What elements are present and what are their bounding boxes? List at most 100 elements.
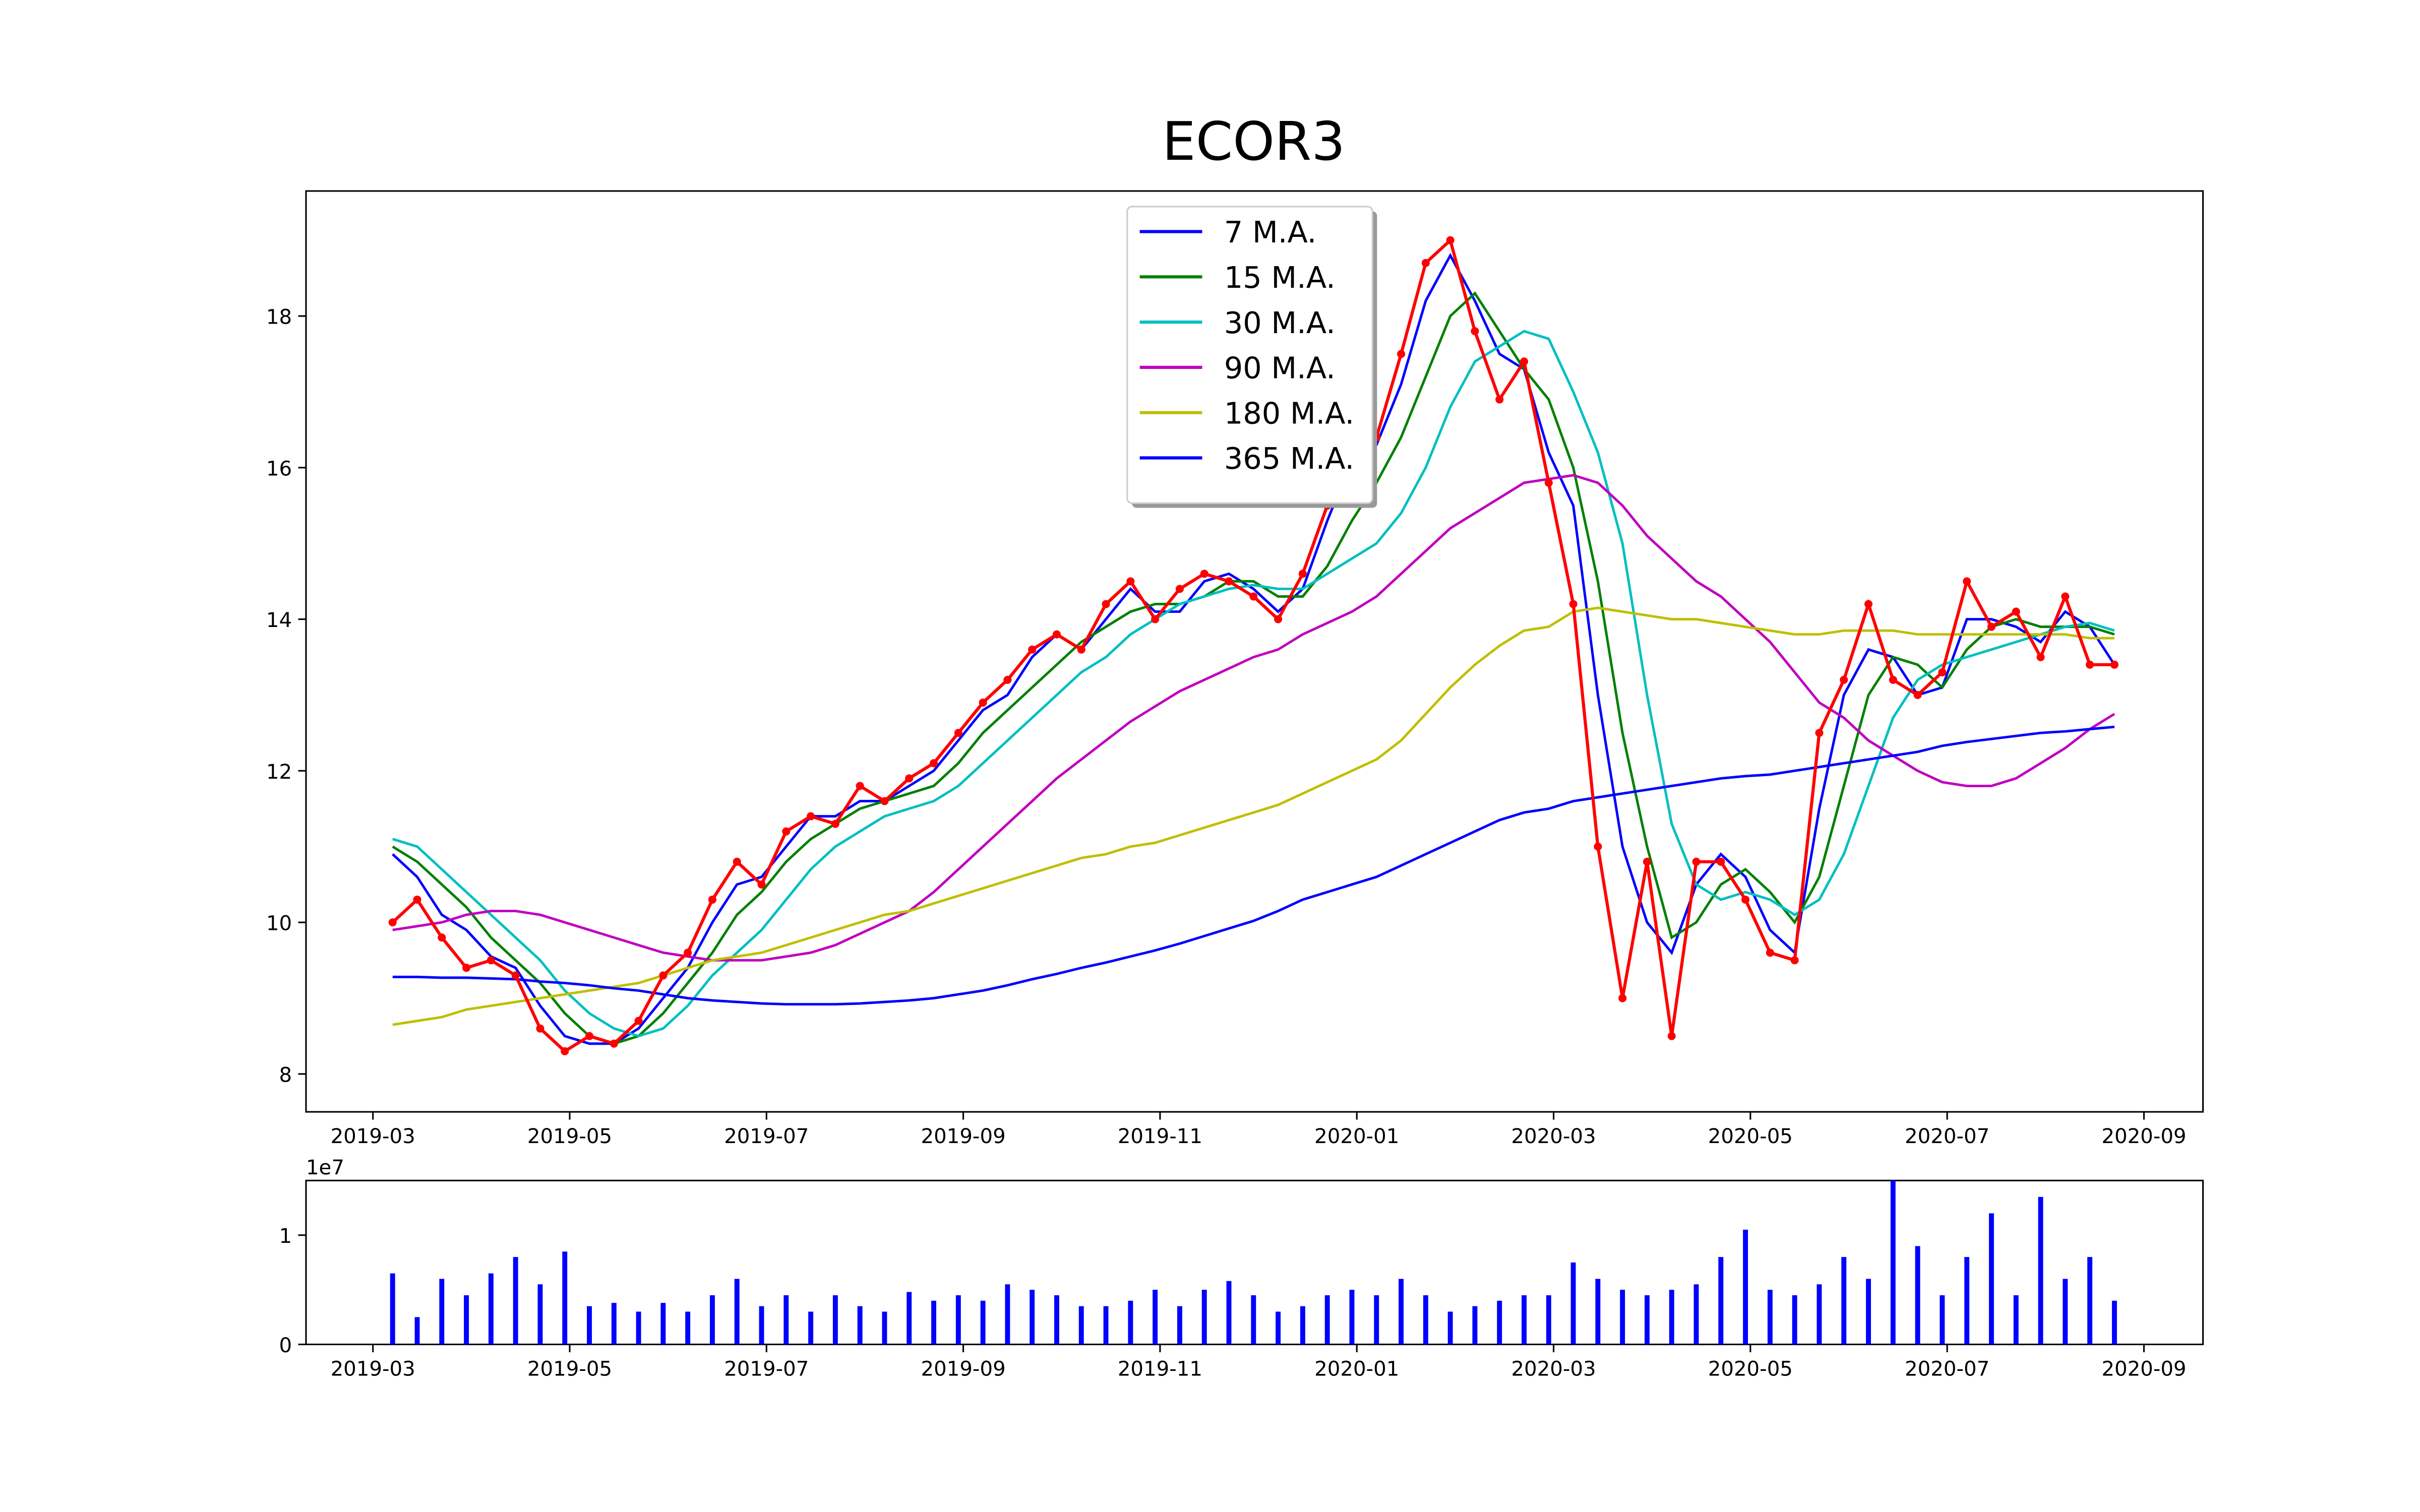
volume-bar: [980, 1300, 986, 1345]
price-marker: [1495, 395, 1504, 404]
volume-bar: [882, 1311, 887, 1345]
price-marker: [438, 933, 446, 942]
x-tick-label: 2020-03: [1511, 1357, 1596, 1380]
price-marker: [1618, 994, 1627, 1002]
volume-bar: [1128, 1300, 1133, 1345]
y-tick-label: 0: [279, 1334, 292, 1357]
x-tick-label: 2020-05: [1708, 1125, 1793, 1148]
volume-bar: [1054, 1295, 1059, 1345]
price-marker: [1126, 577, 1135, 586]
price-marker: [1249, 592, 1258, 601]
price-marker: [1790, 956, 1799, 965]
price-marker: [1200, 570, 1208, 578]
volume-bar: [685, 1311, 691, 1345]
volume-bar: [1276, 1311, 1281, 1345]
price-marker: [413, 895, 421, 904]
volume-bar: [587, 1306, 592, 1345]
y-tick-label: 18: [266, 306, 292, 329]
ma-line: [392, 474, 2115, 962]
x-tick-label: 2020-07: [1905, 1125, 1989, 1148]
x-tick-label: 2019-11: [1118, 1357, 1202, 1380]
x-tick-label: 2020-01: [1314, 1357, 1399, 1380]
price-marker: [708, 895, 717, 904]
y-tick-label: 10: [266, 912, 292, 935]
volume-bar: [1300, 1306, 1305, 1345]
price-marker: [487, 956, 495, 965]
x-tick-label: 2019-05: [527, 1125, 612, 1148]
volume-bar: [1693, 1284, 1699, 1345]
x-tick-label: 2019-07: [724, 1125, 809, 1148]
volume-bar: [1669, 1290, 1674, 1345]
volume-bar: [832, 1295, 838, 1345]
price-marker: [1298, 570, 1307, 578]
volume-bar: [1005, 1284, 1010, 1345]
price-marker: [733, 857, 741, 866]
volume-bar: [1226, 1281, 1232, 1345]
ma-line: [392, 253, 2115, 1045]
x-tick-label: 2020-09: [2101, 1125, 2186, 1148]
price-marker: [585, 1032, 594, 1040]
volume-bar: [464, 1295, 469, 1345]
volume-bar: [1399, 1279, 1404, 1345]
axis-offset-text: 1e7: [306, 1156, 344, 1179]
price-marker: [757, 880, 766, 889]
volume-bar: [1078, 1306, 1084, 1345]
volume-bar: [1964, 1257, 1970, 1345]
volume-bar: [414, 1317, 420, 1345]
price-marker: [1225, 577, 1233, 586]
volume-bar: [562, 1251, 568, 1345]
volume-bar: [1546, 1295, 1551, 1345]
price-marker: [1840, 675, 1848, 684]
volume-bar: [390, 1273, 395, 1345]
price-marker: [1692, 857, 1701, 866]
price-marker: [388, 918, 397, 927]
volume-bar: [2013, 1295, 2019, 1345]
y-tick-label: 16: [266, 457, 292, 480]
volume-bar: [1324, 1295, 1330, 1345]
chart-title: ECOR3: [1162, 110, 1345, 172]
price-marker: [1003, 675, 1012, 684]
price-marker: [1741, 895, 1750, 904]
price-marker: [536, 1024, 544, 1033]
volume-bar: [906, 1292, 912, 1345]
price-marker: [1052, 630, 1061, 639]
price-marker: [1864, 600, 1873, 608]
x-tick-label: 2020-03: [1511, 1125, 1596, 1148]
price-marker: [1987, 622, 1996, 631]
price-marker: [1151, 615, 1160, 623]
ma-line: [392, 330, 2115, 1038]
volume-bar: [660, 1303, 666, 1345]
ma-line: [392, 606, 2114, 1026]
legend-box: [1126, 206, 1373, 504]
price-marker: [684, 949, 692, 957]
volume-bar: [1251, 1295, 1256, 1345]
x-tick-label: 2019-03: [331, 1125, 415, 1148]
volume-bar: [1644, 1295, 1650, 1345]
price-marker: [1667, 1032, 1676, 1040]
price-marker: [1102, 600, 1110, 608]
volume-bar: [734, 1279, 740, 1345]
volume-bar: [636, 1311, 641, 1345]
volume-bar: [537, 1284, 543, 1345]
volume-bar: [1817, 1284, 1822, 1345]
volume-bar: [1718, 1257, 1724, 1345]
volume-bar: [1570, 1262, 1576, 1345]
price-marker: [2012, 607, 2020, 616]
volume-bar: [710, 1295, 715, 1345]
price-marker: [831, 820, 839, 828]
price-marker: [1446, 236, 1455, 244]
x-tick-label: 2020-01: [1314, 1125, 1399, 1148]
x-tick-label: 2019-09: [921, 1357, 1006, 1380]
volume-bar: [1201, 1290, 1207, 1345]
price-marker: [1544, 478, 1553, 487]
volume-bar: [1349, 1290, 1355, 1345]
price-marker: [2110, 660, 2119, 669]
legend-label: 30 M.A.: [1224, 305, 1336, 340]
price-marker: [1643, 857, 1651, 866]
legend-label: 365 M.A.: [1224, 441, 1354, 476]
price-marker: [1815, 729, 1824, 737]
legend-label: 90 M.A.: [1224, 351, 1336, 386]
volume-bar: [1030, 1290, 1035, 1345]
volume-bar: [2111, 1300, 2117, 1345]
